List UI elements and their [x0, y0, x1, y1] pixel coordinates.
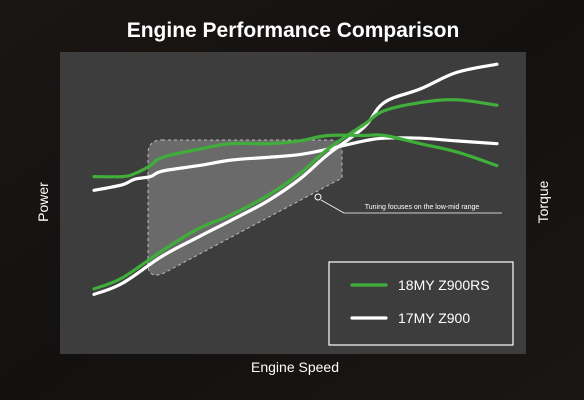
series-line-18my-z900rs-power	[92, 98, 499, 291]
y-axis-label-left: Power	[35, 182, 51, 222]
legend-box	[328, 261, 514, 346]
series-layer	[92, 62, 499, 296]
x-axis-label: Engine Speed	[251, 359, 339, 375]
chart-title: Engine Performance Comparison	[127, 19, 460, 42]
series-line-17my-z900-torque	[92, 136, 499, 192]
series-line-17my-z900-power	[92, 62, 499, 296]
annotation-leader	[320, 199, 345, 214]
legend-label-17my-z900: 17MY Z900	[398, 310, 470, 326]
legend: 18MY Z900RS 17MY Z900	[328, 261, 514, 346]
annotation-marker	[314, 193, 322, 201]
legend-label-18my-z900rs: 18MY Z900RS	[398, 277, 490, 293]
series-line-18my-z900rs-torque	[92, 133, 499, 179]
y-axis-label-right: Torque	[535, 180, 551, 223]
annotation-text: Tuning focuses on the low-mid range	[365, 204, 480, 211]
